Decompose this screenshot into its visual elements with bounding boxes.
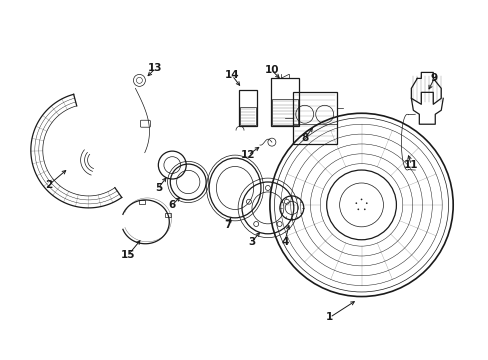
Text: 10: 10: [264, 66, 279, 76]
Text: 12: 12: [240, 150, 255, 160]
Text: 7: 7: [224, 220, 231, 230]
Text: 15: 15: [121, 250, 136, 260]
Text: 1: 1: [325, 312, 333, 323]
Text: 13: 13: [148, 63, 163, 73]
Text: 8: 8: [301, 133, 308, 143]
Text: 14: 14: [224, 71, 239, 80]
Text: 6: 6: [168, 200, 176, 210]
Text: 9: 9: [430, 73, 437, 84]
Text: 2: 2: [45, 180, 52, 190]
Text: 4: 4: [281, 237, 288, 247]
Text: 11: 11: [403, 160, 418, 170]
Text: 5: 5: [154, 183, 162, 193]
Text: 3: 3: [248, 237, 255, 247]
